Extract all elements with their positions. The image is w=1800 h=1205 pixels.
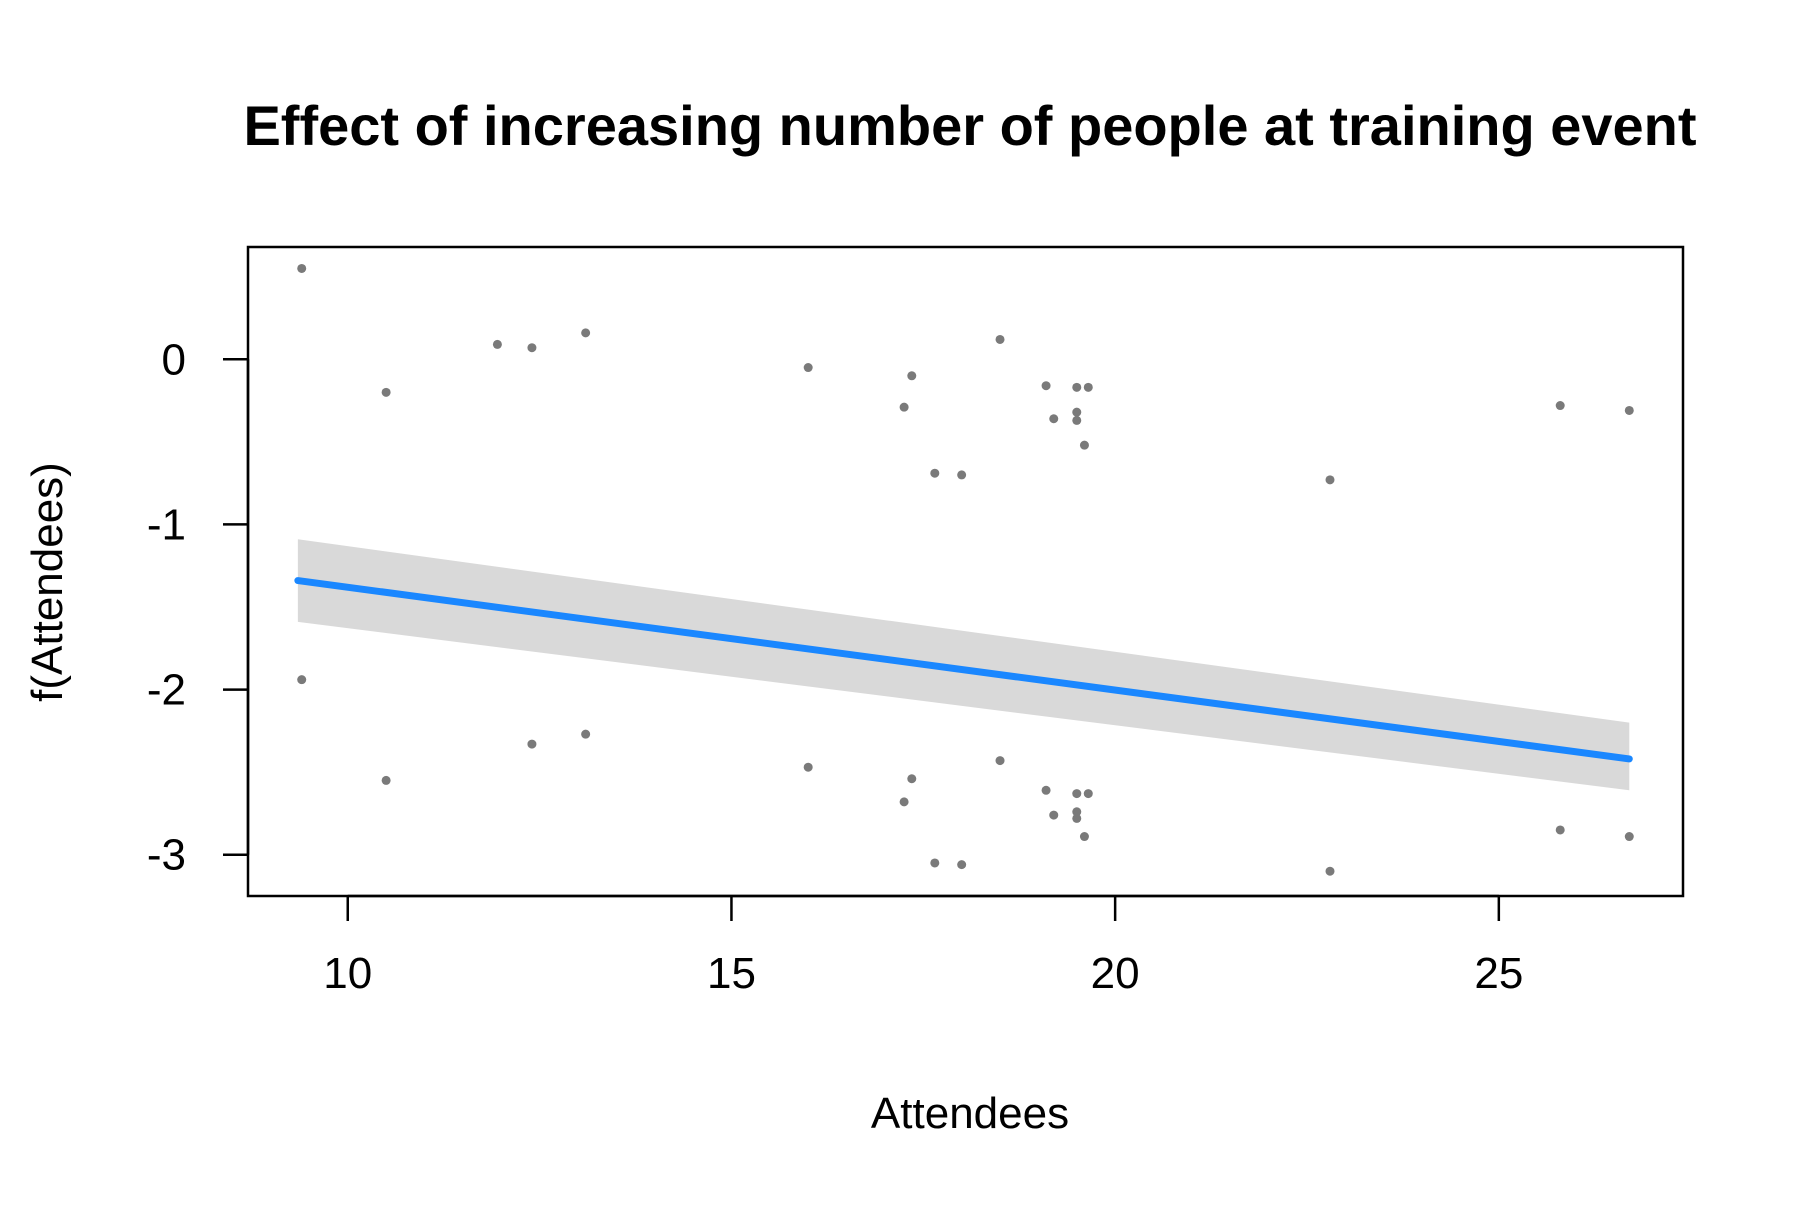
scatter-point bbox=[1325, 866, 1335, 876]
scatter-point bbox=[907, 371, 917, 381]
confidence-band bbox=[297, 539, 1630, 791]
scatter-point bbox=[1083, 789, 1093, 799]
x-tick-label: 10 bbox=[323, 949, 372, 998]
scatter-point bbox=[581, 328, 591, 338]
scatter-point bbox=[1041, 785, 1051, 795]
scatter-point bbox=[1072, 807, 1082, 817]
scatter-point bbox=[1041, 381, 1051, 391]
scatter-point bbox=[1079, 440, 1089, 450]
scatter-point bbox=[381, 387, 391, 397]
scatter-point bbox=[1325, 475, 1335, 485]
scatter-point bbox=[1555, 825, 1565, 835]
scatter-point bbox=[297, 263, 307, 273]
x-tick-label: 25 bbox=[1474, 949, 1523, 998]
scatter-point bbox=[1072, 407, 1082, 417]
fit-line-layer bbox=[294, 577, 1633, 763]
y-axis-label: f(Attendees) bbox=[23, 462, 72, 702]
scatter-point bbox=[1624, 405, 1634, 415]
scatter-point bbox=[899, 797, 909, 807]
scatter-point bbox=[899, 402, 909, 412]
scatter-point bbox=[995, 334, 1005, 344]
scatter-point bbox=[1079, 832, 1089, 842]
scatter-point bbox=[957, 860, 967, 870]
scatter-point bbox=[995, 756, 1005, 766]
scatter-point bbox=[1072, 415, 1082, 425]
scatter-point bbox=[1555, 401, 1565, 411]
scatter-point bbox=[1624, 832, 1634, 842]
scatter-point bbox=[907, 774, 917, 784]
y-tick-label: 0 bbox=[162, 335, 186, 384]
y-tick-label: -3 bbox=[147, 831, 186, 880]
scatter-point bbox=[1083, 382, 1093, 392]
x-tick-label: 15 bbox=[707, 949, 756, 998]
scatter-point bbox=[1072, 813, 1082, 823]
chart-title: Effect of increasing number of people at… bbox=[243, 94, 1696, 157]
scatter-point bbox=[492, 339, 502, 349]
scatter-point bbox=[297, 675, 307, 685]
scatter-point bbox=[930, 858, 940, 868]
scatter-point bbox=[581, 729, 591, 739]
y-tick-label: -1 bbox=[147, 500, 186, 549]
scatter-point bbox=[1072, 789, 1082, 799]
x-axis-label: Attendees bbox=[871, 1089, 1069, 1138]
scatter-point bbox=[1072, 382, 1082, 392]
scatter-point bbox=[930, 468, 940, 478]
scatter-point bbox=[957, 470, 967, 480]
scatter-point bbox=[381, 775, 391, 785]
scatter-point bbox=[1049, 810, 1059, 820]
scatter-point bbox=[803, 363, 813, 373]
x-tick-label: 20 bbox=[1091, 949, 1140, 998]
axes-layer: 10 15 20 25 0 -1 -2 -3 bbox=[147, 245, 1685, 998]
scatter-point bbox=[527, 343, 537, 353]
scatter-point bbox=[803, 762, 813, 772]
y-tick-label: -2 bbox=[147, 666, 186, 715]
confidence-band-layer bbox=[297, 539, 1630, 791]
scatter-point bbox=[1049, 414, 1059, 424]
scatter-points-layer bbox=[297, 263, 1634, 876]
fit-line bbox=[294, 577, 1633, 763]
scatter-point bbox=[527, 739, 537, 749]
